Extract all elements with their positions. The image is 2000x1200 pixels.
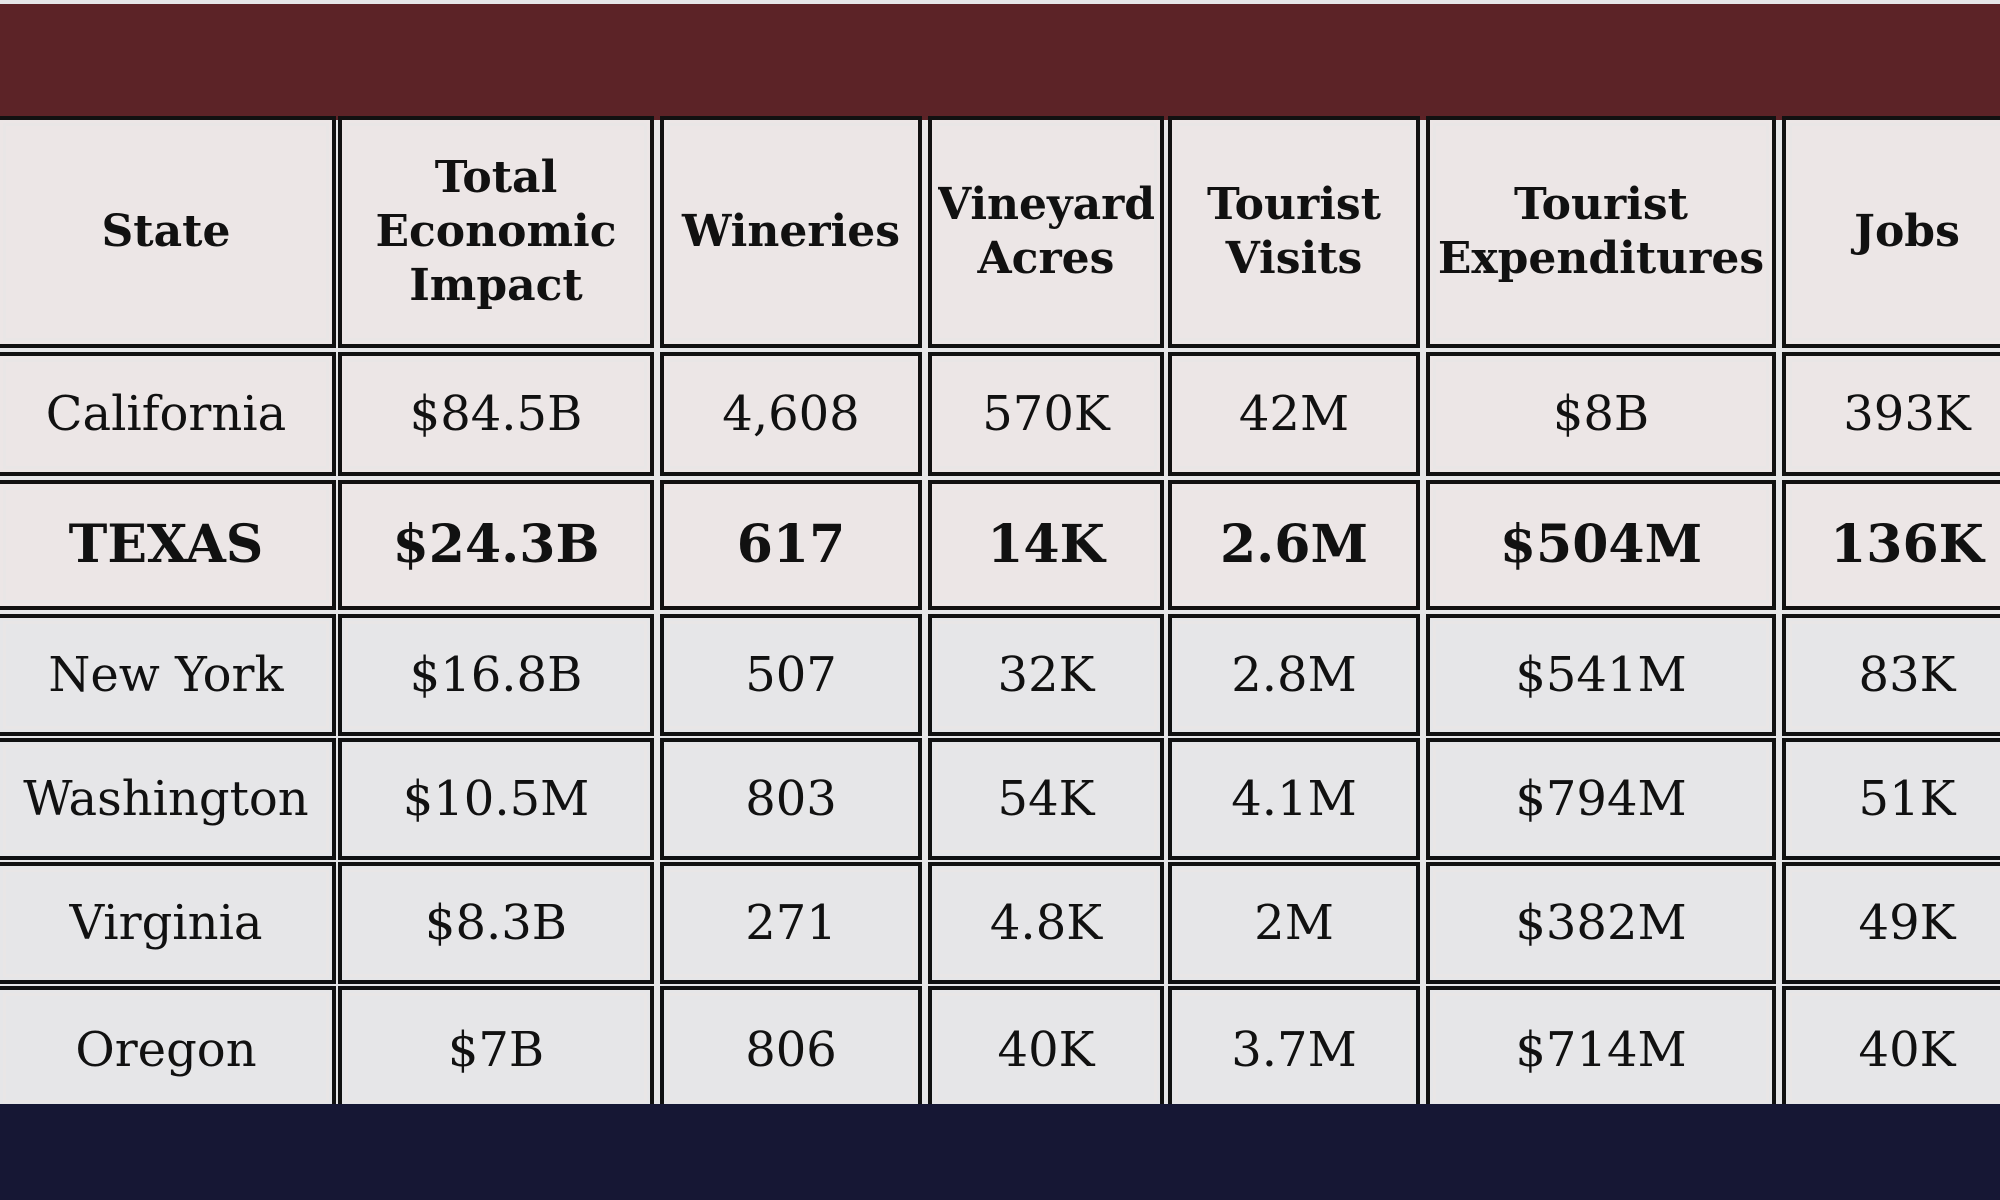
table-cell-state: Oregon [0, 986, 336, 1110]
table-cell-jobs: 40K [1782, 986, 2000, 1110]
table-cell-tourist-visits: 42M [1168, 352, 1420, 476]
table-cell-vineyard-acres: 54K [928, 738, 1164, 860]
table-cell-state: New York [0, 614, 336, 736]
bottom-color-band [0, 1104, 2000, 1200]
table-cell-jobs: 393K [1782, 352, 2000, 476]
wine-economy-table: State Total Economic Impact Wineries Vin… [0, 116, 2000, 1110]
header-wineries: Wineries [660, 116, 922, 348]
header-state: State [0, 116, 336, 348]
table-cell-tourist-expenditures: $382M [1426, 862, 1776, 984]
table-cell-tourist-expenditures: $714M [1426, 986, 1776, 1110]
table-cell-wineries: 271 [660, 862, 922, 984]
table-cell-total-economic-impact: $84.5B [338, 352, 654, 476]
header-vineyard-acres: Vineyard Acres [928, 116, 1164, 348]
table-cell-tourist-visits: 2.8M [1168, 614, 1420, 736]
table-cell-vineyard-acres: 570K [928, 352, 1164, 476]
table-cell-vineyard-acres: 4.8K [928, 862, 1164, 984]
table-cell-tourist-expenditures: $504M [1426, 480, 1776, 610]
table-row-new-york: New York $16.8B 507 32K 2.8M $541M 83K [0, 614, 2000, 736]
table-cell-jobs: 49K [1782, 862, 2000, 984]
header-tourist-visits: Tourist Visits [1168, 116, 1420, 348]
header-tourist-expenditures: Tourist Expenditures [1426, 116, 1776, 348]
table-cell-total-economic-impact: $8.3B [338, 862, 654, 984]
table-cell-state: Washington [0, 738, 336, 860]
table-cell-state: TEXAS [0, 480, 336, 610]
table-cell-total-economic-impact: $7B [338, 986, 654, 1110]
table-cell-tourist-visits: 4.1M [1168, 738, 1420, 860]
table-cell-jobs: 83K [1782, 614, 2000, 736]
table-cell-wineries: 4,608 [660, 352, 922, 476]
table-cell-tourist-visits: 3.7M [1168, 986, 1420, 1110]
table-cell-wineries: 507 [660, 614, 922, 736]
table-cell-wineries: 617 [660, 480, 922, 610]
table-cell-vineyard-acres: 32K [928, 614, 1164, 736]
table-row-texas: TEXAS $24.3B 617 14K 2.6M $504M 136K [0, 480, 2000, 610]
table-cell-total-economic-impact: $24.3B [338, 480, 654, 610]
table-cell-wineries: 803 [660, 738, 922, 860]
table-cell-total-economic-impact: $10.5M [338, 738, 654, 860]
table-cell-vineyard-acres: 14K [928, 480, 1164, 610]
table-cell-tourist-expenditures: $8B [1426, 352, 1776, 476]
table-cell-jobs: 136K [1782, 480, 2000, 610]
table-cell-state: Virginia [0, 862, 336, 984]
table-row-virginia: Virginia $8.3B 271 4.8K 2M $382M 49K [0, 862, 2000, 984]
table-cell-tourist-visits: 2M [1168, 862, 1420, 984]
table-cell-total-economic-impact: $16.8B [338, 614, 654, 736]
table-cell-wineries: 806 [660, 986, 922, 1110]
table-cell-tourist-expenditures: $794M [1426, 738, 1776, 860]
table-cell-tourist-visits: 2.6M [1168, 480, 1420, 610]
header-jobs: Jobs [1782, 116, 2000, 348]
table-cell-jobs: 51K [1782, 738, 2000, 860]
table-row-washington: Washington $10.5M 803 54K 4.1M $794M 51K [0, 738, 2000, 860]
table-row-california: California $84.5B 4,608 570K 42M $8B 393… [0, 352, 2000, 476]
table-cell-tourist-expenditures: $541M [1426, 614, 1776, 736]
table-cell-state: California [0, 352, 336, 476]
top-color-band [0, 4, 2000, 120]
table-cell-vineyard-acres: 40K [928, 986, 1164, 1110]
table-header-row: State Total Economic Impact Wineries Vin… [0, 116, 2000, 348]
header-total-economic-impact: Total Economic Impact [338, 116, 654, 348]
table-row-oregon: Oregon $7B 806 40K 3.7M $714M 40K [0, 986, 2000, 1110]
